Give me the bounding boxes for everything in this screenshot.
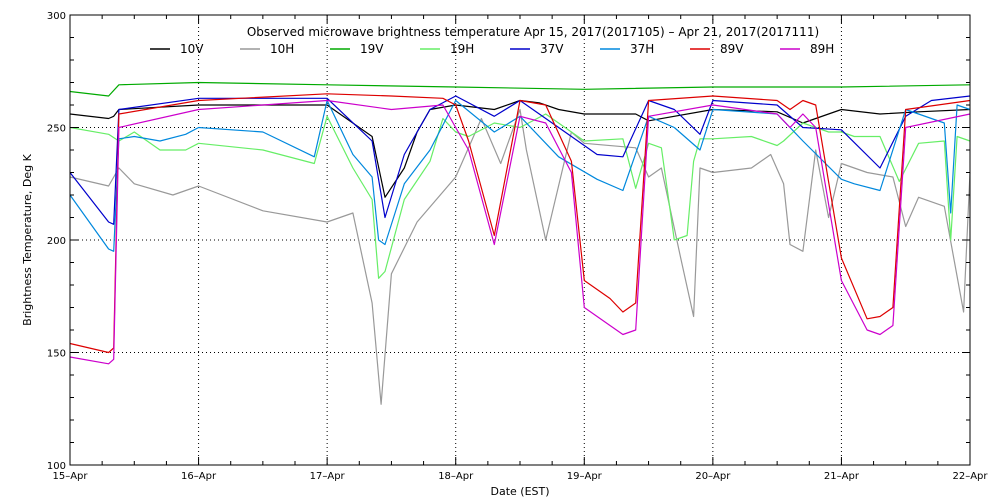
x-tick-label: 19–Apr (567, 471, 603, 482)
legend-label: 10H (270, 42, 294, 56)
y-tick-label: 200 (47, 236, 66, 247)
legend-item-89v: 89V (690, 42, 744, 56)
legend: 10V 10H 19V 19H 37V 37H 89V 89H (150, 42, 834, 56)
legend-label: 10V (180, 42, 204, 56)
x-tick-label: 21–Apr (824, 471, 860, 482)
series-line-89v (69, 93, 971, 354)
legend-label: 37H (630, 42, 654, 56)
x-tick-label: 16–Apr (181, 471, 217, 482)
x-axis-label: Date (EST) (490, 485, 549, 498)
legend-item-19h: 19H (420, 42, 474, 56)
legend-item-89h: 89H (780, 42, 834, 56)
grid-lines (70, 15, 970, 465)
y-tick-label: 150 (47, 349, 66, 360)
y-tick-label: 100 (47, 461, 66, 472)
legend-label: 19H (450, 42, 474, 56)
y-tick-label: 250 (47, 124, 66, 135)
y-tick-label: 300 (47, 11, 66, 22)
series-line-37h (69, 99, 971, 252)
legend-item-10h: 10H (240, 42, 294, 56)
y-axis-label: Brightness Temperature, Deg K (21, 153, 34, 325)
series-line-37v (69, 95, 971, 225)
x-tick-label: 15–Apr (52, 471, 88, 482)
legend-label: 89V (720, 42, 744, 56)
x-tick-label: 20–Apr (695, 471, 731, 482)
axis-ticks: 100 150 200 250 300 15–Apr 16–Apr 17–Apr 18–Apr 1… (47, 11, 988, 482)
chart-title: Observed microwave brightness temperatur… (247, 25, 819, 39)
series-line-10h (69, 108, 971, 405)
series-line-10v (69, 99, 971, 198)
x-tick-label: 17–Apr (310, 471, 346, 482)
legend-item-19v: 19V (330, 42, 384, 56)
legend-label: 89H (810, 42, 834, 56)
legend-item-10v: 10V (150, 42, 204, 56)
legend-label: 37V (540, 42, 564, 56)
legend-item-37h: 37H (600, 42, 654, 56)
series-lines (69, 81, 971, 405)
series-line-19v (69, 81, 971, 97)
series-line-89h (69, 99, 971, 365)
x-tick-label: 22–Apr (952, 471, 988, 482)
legend-label: 19V (360, 42, 384, 56)
legend-item-37v: 37V (510, 42, 564, 56)
x-tick-label: 18–Apr (438, 471, 474, 482)
series-line-19h (69, 113, 971, 279)
